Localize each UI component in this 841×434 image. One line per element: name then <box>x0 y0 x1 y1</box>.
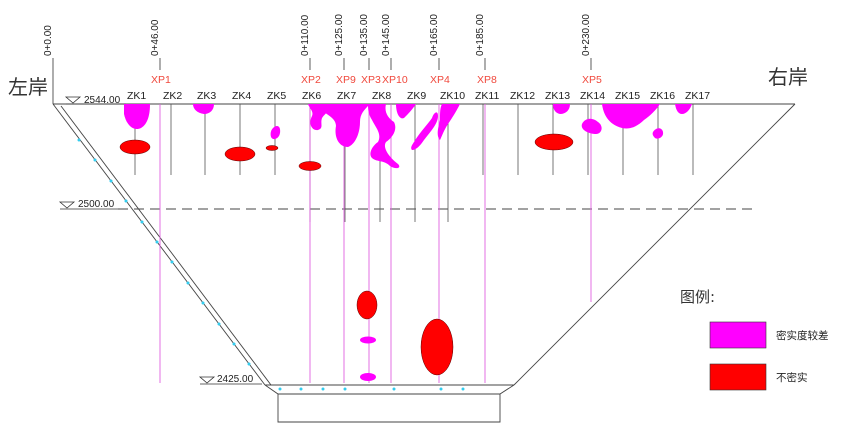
borehole-label: ZK2 <box>163 90 182 102</box>
elevation-label: 2425.00 <box>217 374 254 385</box>
left-slope-inner <box>60 105 272 386</box>
station-label: 0+46.00 <box>150 19 161 56</box>
poor-density-zones <box>124 104 692 381</box>
legend-swatch-not-dense <box>709 363 767 391</box>
level-triangle-icon <box>198 376 216 384</box>
borehole-label: ZK11 <box>475 90 499 102</box>
elevation-label: 2544.00 <box>84 95 121 106</box>
borehole-label: ZK6 <box>302 90 321 102</box>
level-triangle-icon <box>64 96 82 104</box>
borehole-label: ZK8 <box>372 90 391 102</box>
inspection-hole-labels: XP1 XP2 XP9 XP3 XP10 XP4 XP8 XP5 <box>151 74 602 86</box>
xp-label: XP9 <box>336 74 356 86</box>
station-label: 0+185.00 <box>475 14 486 56</box>
drainage-dots <box>77 138 465 391</box>
legend: 图例: 密实度较差 不密实 <box>680 288 829 391</box>
elevation-marker-2425: 2425.00 <box>198 374 262 385</box>
borehole-label: ZK10 <box>440 90 465 102</box>
station-label: 0+110.00 <box>300 14 311 56</box>
borehole-label: ZK16 <box>650 90 675 102</box>
borehole-label: ZK13 <box>545 90 570 102</box>
station-ticks <box>52 58 592 104</box>
right-bank-label: 右岸 <box>768 65 808 89</box>
station-label: 0+125.00 <box>334 14 345 56</box>
station-labels: 0+0.00 0+46.00 0+110.00 0+125.00 0+135.0… <box>43 14 592 56</box>
elevation-marker-2500: 2500.00 <box>58 199 118 210</box>
elevation-label: 2500.00 <box>78 199 115 210</box>
xp-label: XP10 <box>382 74 408 86</box>
station-label: 0+145.00 <box>381 14 392 56</box>
legend-title: 图例: <box>680 288 715 306</box>
right-slope <box>513 103 796 386</box>
elevation-markers: 2544.00 2500.00 2425.00 <box>58 95 262 385</box>
dam-outline <box>52 103 796 423</box>
station-label: 0+230.00 <box>581 14 592 56</box>
elevation-marker-2544: 2544.00 <box>64 95 126 106</box>
inspection-hole-lines <box>159 104 592 383</box>
plinth-lower <box>277 394 501 423</box>
legend-label-poor-density: 密实度较差 <box>776 329 829 342</box>
xp-label: XP2 <box>301 74 321 86</box>
station-label: 0+0.00 <box>43 25 54 56</box>
left-bank-label: 左岸 <box>8 75 48 99</box>
station-label: 0+135.00 <box>359 14 370 56</box>
legend-label-not-dense: 不密实 <box>776 371 808 384</box>
left-slope-outer <box>52 103 266 386</box>
not-dense-zones <box>119 133 574 376</box>
xp-label: XP3 <box>361 74 381 86</box>
xp-label: XP5 <box>582 74 602 86</box>
borehole-label: ZK4 <box>232 90 251 102</box>
borehole-label: ZK5 <box>267 90 286 102</box>
borehole-label: ZK17 <box>685 90 710 102</box>
legend-swatch-poor-density <box>709 321 767 349</box>
borehole-label: ZK15 <box>615 90 640 102</box>
station-label: 0+165.00 <box>429 14 440 56</box>
borehole-labels: ZK1 ZK2 ZK3 ZK4 ZK5 ZK6 ZK7 ZK8 ZK9 ZK10… <box>127 90 710 102</box>
xp-label: XP4 <box>430 74 450 86</box>
borehole-label: ZK1 <box>127 90 146 102</box>
xp-label: XP1 <box>151 74 171 86</box>
borehole-label: ZK9 <box>407 90 426 102</box>
borehole-label: ZK7 <box>337 90 356 102</box>
borehole-label: ZK3 <box>197 90 216 102</box>
xp-label: XP8 <box>477 74 497 86</box>
level-triangle-icon <box>58 201 76 209</box>
plinth-upper <box>264 384 515 395</box>
borehole-label: ZK14 <box>580 90 605 102</box>
borehole-lines <box>134 104 694 222</box>
borehole-label: ZK12 <box>510 90 535 102</box>
